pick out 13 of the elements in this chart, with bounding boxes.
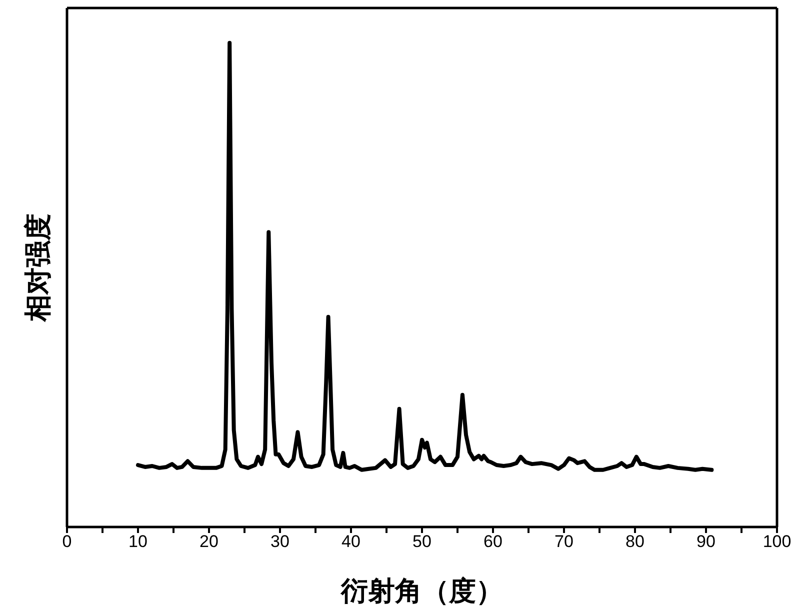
x-tick-label: 40 xyxy=(342,532,360,552)
x-tick-label: 60 xyxy=(484,532,502,552)
x-tick-label: 100 xyxy=(762,532,792,552)
x-axis-title: 衍射角（度） xyxy=(340,576,503,606)
x-tick-label: 80 xyxy=(626,532,644,552)
y-axis-title: 相对强度 xyxy=(22,214,54,322)
x-tick-label: 30 xyxy=(270,532,290,552)
x-tick-label: 0 xyxy=(62,532,72,552)
x-tick-label: 90 xyxy=(696,532,716,552)
x-tick-label: 70 xyxy=(554,532,574,552)
x-tick-label: 50 xyxy=(412,532,432,552)
x-tick-label: 20 xyxy=(200,532,218,552)
x-tick-label: 10 xyxy=(128,532,148,552)
